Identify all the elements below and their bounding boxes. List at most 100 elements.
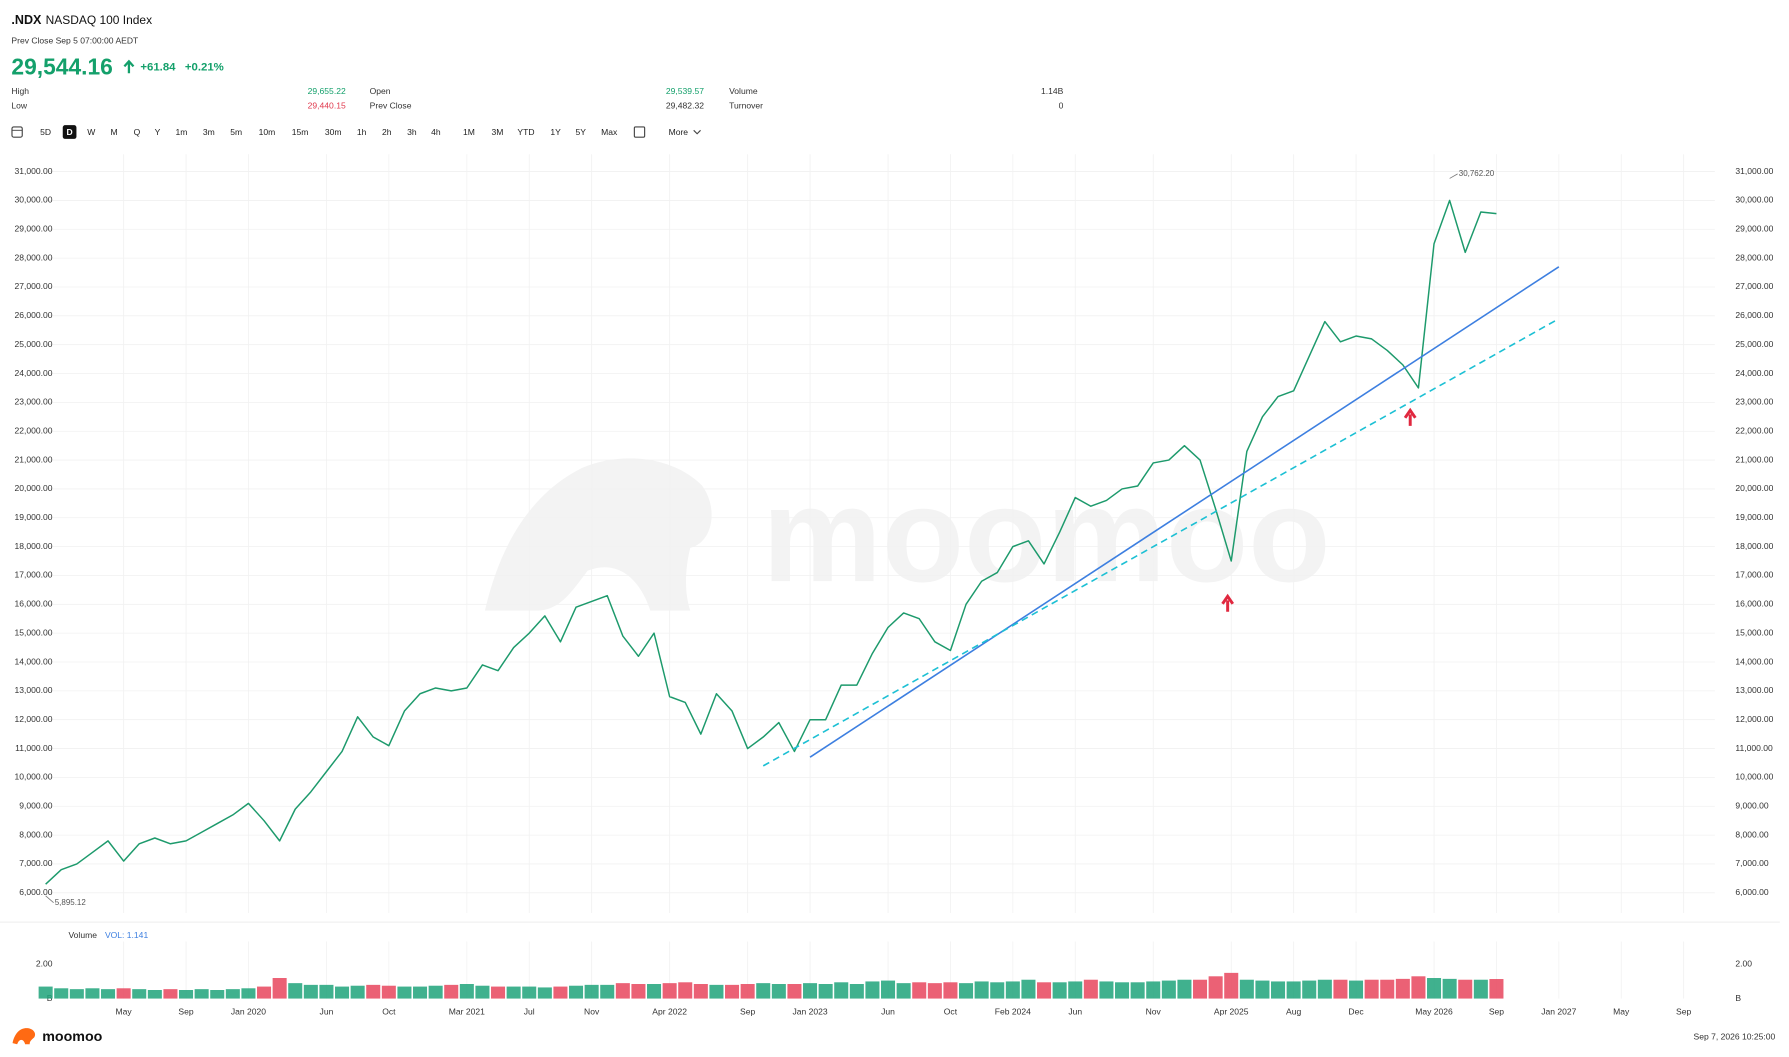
x-tick-label: Oct [382,1007,396,1017]
x-tick-label: Aug [1286,1007,1301,1017]
timeframe-button[interactable]: 5D [40,127,51,137]
y-tick-label: 16,000.00 [14,599,52,609]
y-tick-label: 21,000.00 [14,454,52,464]
x-tick-label: Jun [881,1007,895,1017]
y-tick-label-right: B [1735,993,1741,1003]
y-tick-label-right: 15,000.00 [1735,627,1773,637]
y-tick-label-right: 29,000.00 [1735,224,1773,234]
timeframe-button[interactable]: YTD [517,127,534,137]
symbol: .NDX [11,13,42,27]
x-tick-label: Sep [178,1007,193,1017]
y-tick-label-right: 19,000.00 [1735,512,1773,522]
y-tick-label: 8,000.00 [19,829,53,839]
y-tick-label: 9,000.00 [19,801,53,811]
volume-bar [1005,981,1020,999]
volume-bar [319,984,334,999]
timeframe-button[interactable]: 2h [382,127,392,137]
timeframe-button[interactable]: 3h [407,127,417,137]
panel-subtitle: VOL: 1.141 [105,930,148,940]
volume-bar [818,984,833,999]
brand: moomoo [42,1029,102,1045]
y-tick-label: 28,000.00 [14,252,52,262]
timeframe-button[interactable]: 3m [203,127,215,137]
marker-arrow [1221,593,1235,612]
volume-bar [225,989,240,999]
volume-bar [1364,979,1379,999]
volume-bar [1333,979,1348,999]
volume-bar [537,987,552,999]
stat-value: 29,539.57 [666,86,704,96]
timeframe-button[interactable]: 1Y [550,127,561,137]
y-tick-label: 24,000.00 [14,368,52,378]
status: Prev Close Sep 5 07:00:00 AEDT [11,36,139,46]
stat-value: 29,440.15 [308,101,346,111]
more-button[interactable]: More [669,127,689,137]
volume-bar [1458,979,1473,999]
volume-bar [397,986,412,999]
y-tick-label: 14,000.00 [14,656,52,666]
y-tick-label-right: 31,000.00 [1735,166,1773,176]
y-tick-label: 13,000.00 [14,685,52,695]
volume-bar [179,990,194,999]
y-tick-label: 6,000.00 [19,887,53,897]
volume-bar [1317,979,1332,999]
volume-bar [272,978,287,999]
volume-bar [288,983,303,999]
stat-value: 1.14B [1041,86,1064,96]
timeframe-button[interactable]: 4h [431,127,441,137]
timeframe-button[interactable]: Max [601,127,618,137]
y-tick-label: 15,000.00 [14,627,52,637]
timeframe-button[interactable]: W [87,127,96,137]
marker-arrow [1403,407,1417,426]
timeframe-button[interactable]: 10m [259,127,276,137]
volume-bar [1161,980,1176,999]
y-tick-label-right: 17,000.00 [1735,570,1773,580]
y-tick-label-right: 10,000.00 [1735,772,1773,782]
x-tick-label: Sep [1676,1007,1691,1017]
volume-bar [1177,979,1192,999]
more-chevron [693,129,701,135]
timeframe-button[interactable]: M [111,127,118,137]
timeframe-button[interactable]: 5Y [576,127,587,137]
stat-label: Turnover [729,101,763,111]
volume-bar [116,988,131,999]
timeframe-button[interactable]: 1h [357,127,367,137]
y-tick-label-right: 20,000.00 [1735,483,1773,493]
price-line [45,199,1497,885]
timeframe-button[interactable]: 3M [492,127,504,137]
stat-value: 29,482.32 [666,101,704,111]
timeframe-button[interactable]: Y [155,127,161,137]
stat-value: 29,655.22 [308,86,346,96]
index-name: NASDAQ 100 Index [46,13,152,27]
y-tick-label-right: 7,000.00 [1735,858,1769,868]
y-tick-label-right: 25,000.00 [1735,339,1773,349]
timeframe-button[interactable]: 1m [175,127,187,137]
volume-bar [569,985,584,999]
timeframe-button[interactable]: 5m [230,127,242,137]
y-tick-label: 26,000.00 [14,310,52,320]
y-tick-label-right: 18,000.00 [1735,541,1773,551]
volume-bar [974,981,989,999]
volume-bar [647,984,662,999]
volume-bar [522,986,537,999]
volume-bar [771,984,786,999]
timeframe-button[interactable]: 1M [463,127,475,137]
timeframe-button[interactable]: 30m [325,127,342,137]
x-tick-label: Jan 2027 [1541,1007,1576,1017]
calendar-icon[interactable] [633,126,646,138]
volume-bar [1083,979,1098,999]
layout-icon[interactable] [11,126,23,138]
volume-bar [1052,982,1067,999]
watermark-logo [484,458,712,611]
timeframe-button[interactable]: Q [134,127,141,137]
timeframe-button[interactable]: D [67,127,73,137]
y-tick-label: 7,000.00 [19,858,53,868]
volume-bar [1286,981,1301,999]
watermark-text: moomoo [762,459,1330,610]
volume-bar [896,983,911,999]
volume-bar [1380,979,1395,999]
volume-bar [132,989,147,999]
timeframe-button[interactable]: 15m [292,127,309,137]
volume-bar [943,982,958,999]
